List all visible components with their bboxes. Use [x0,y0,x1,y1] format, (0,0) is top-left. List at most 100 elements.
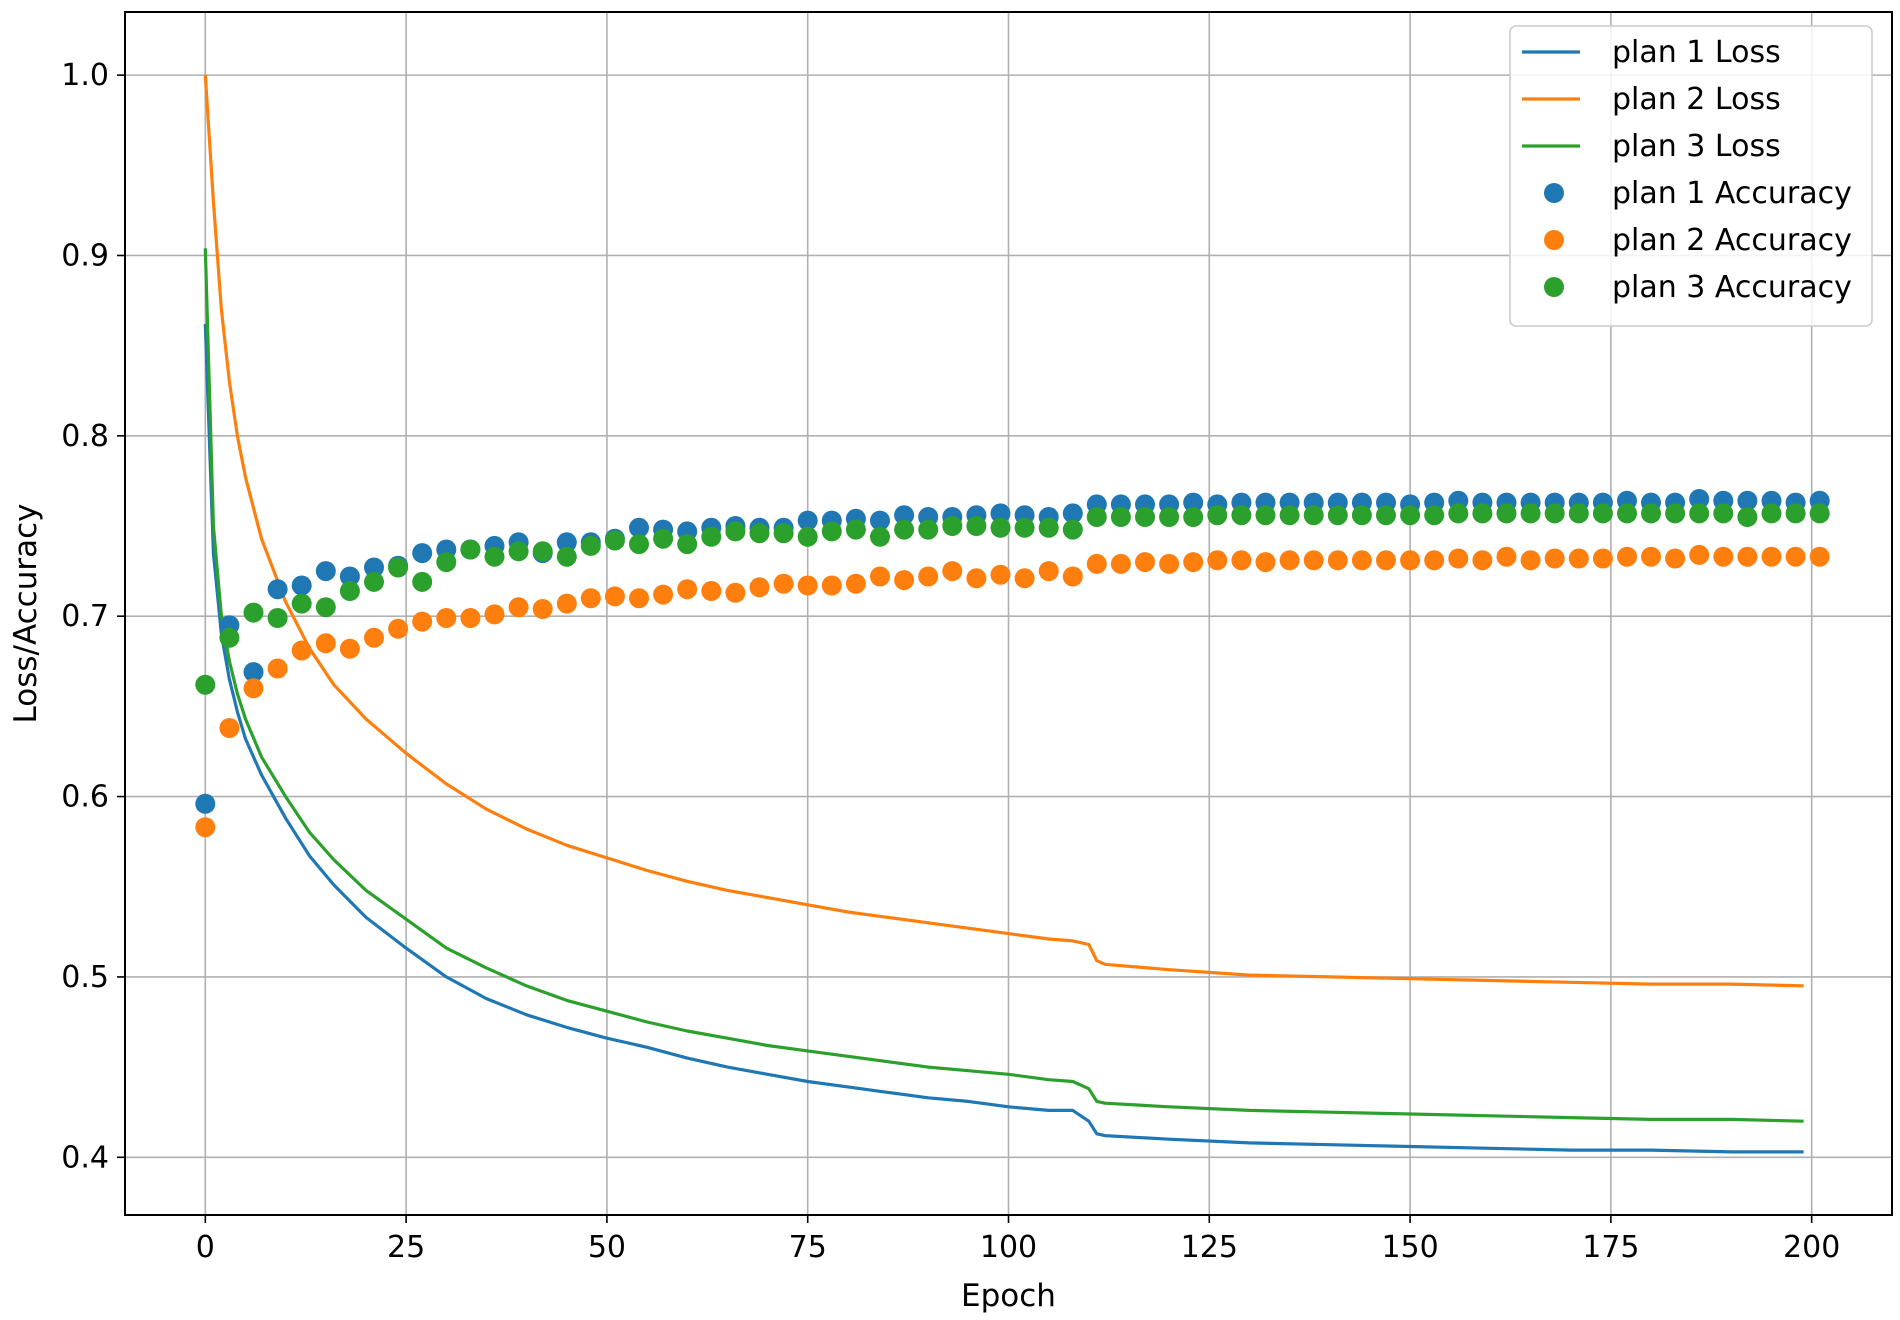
plan-2-accuracy-point [1785,546,1806,567]
plan-2-accuracy-point [629,588,649,609]
plan-2-accuracy-point [1592,548,1613,569]
plan-3-accuracy-point [1737,507,1758,527]
y-tick-label: 1.0 [61,58,109,93]
plan-3-accuracy-point [484,546,505,567]
plan-1-accuracy-point [412,543,433,564]
plan-3-accuracy-point [1448,503,1469,524]
x-tick-label: 175 [1582,1230,1639,1265]
plan-3-accuracy-point [1351,505,1372,526]
plan-2-accuracy-point [1014,568,1035,589]
plan-2-accuracy-point [1303,550,1324,571]
plan-3-accuracy-point [1544,503,1565,524]
plan-3-accuracy-points [195,503,1830,695]
plan-2-accuracy-point [1327,550,1348,571]
plan-3-accuracy-point [725,521,746,542]
plan-2-accuracy-point [508,597,529,618]
plan-2-accuracy-point [1568,548,1589,569]
plan-3-accuracy-point [339,581,360,601]
plan-3-accuracy-point [1327,505,1348,526]
plan-2-accuracy-point [1376,550,1396,571]
plan-1-accuracy-point [267,579,288,600]
plan-2-accuracy-point [701,581,722,601]
plan-3-accuracy-point [653,528,674,549]
plan-2-accuracy-point [1351,550,1372,571]
plan-3-accuracy-point [315,597,336,618]
plan-2-accuracy-points [195,544,1830,838]
plan-3-accuracy-point [1110,507,1131,527]
plan-3-accuracy-point [870,526,890,547]
y-tick-label: 0.4 [61,1140,109,1175]
plan-3-accuracy-point [1014,517,1035,538]
plan-3-accuracy-point [1809,503,1830,524]
plan-1-accuracy-point [894,505,915,526]
plan-3-loss-line [203,248,1804,1123]
plan-1-accuracy-point [364,557,384,578]
x-tick-label: 125 [1181,1230,1238,1265]
plan-3-accuracy-point [1400,505,1421,526]
plan-2-accuracy-point [677,579,698,600]
plan-3-accuracy-point [821,521,842,542]
x-tick-label: 150 [1381,1230,1438,1265]
plan-3-accuracy-point [918,519,939,540]
plan-2-accuracy-point [195,817,216,838]
plan-3-accuracy-point [1159,507,1180,527]
plan-2-accuracy-point [1448,548,1469,569]
ticks-layer: 0 25 50 75 100 125 150 175 200 0.4 0.5 0.6 0.7 0.8 0.9… [61,58,1840,1265]
x-axis-label: Epoch [961,1278,1056,1314]
y-tick-label: 0.5 [61,960,109,995]
plan-2-accuracy-point [267,658,288,679]
plan-3-accuracy-point [1617,503,1637,524]
plan-2-accuracy-point [1641,546,1661,567]
x-tick-label: 50 [588,1230,626,1265]
legend-label-plan-2-accuracy: plan 2 Accuracy [1612,223,1852,258]
plan-3-accuracy-point [195,674,216,695]
plan-3-accuracy-point [508,541,529,562]
y-tick-label: 0.8 [61,419,109,454]
plan-2-accuracy-point [532,599,553,619]
plan-2-accuracy-point [1617,546,1637,567]
plan-1-accuracy-point [1689,489,1710,509]
x-tick-label: 100 [980,1230,1037,1265]
plan-3-accuracy-point [1279,505,1300,526]
plan-2-accuracy-point [291,640,312,661]
plan-1-accuracy-point [870,510,890,531]
plan-3-accuracy-point [604,530,625,551]
plan-2-accuracy-point [412,611,433,632]
plan-2-accuracy-point [364,627,384,648]
plan-2-accuracy-point [1400,550,1421,571]
plan-3-accuracy-point [701,526,722,547]
legend-label-plan-1-accuracy: plan 1 Accuracy [1612,176,1852,211]
plan-2-accuracy-point [1279,550,1300,571]
plan-2-accuracy-point [773,573,794,594]
plan-3-accuracy-point [797,526,818,547]
plan-3-accuracy-point [412,571,433,592]
x-tick-label: 25 [387,1230,425,1265]
plan-3-accuracy-point [942,516,963,536]
plan-1-accuracy-point [291,575,312,596]
legend-label-plan-3-loss: plan 3 Loss [1612,129,1781,164]
plan-2-accuracy-point [1424,550,1445,571]
plan-2-accuracy-point [1086,553,1107,574]
plan-3-accuracy-point [1713,503,1734,524]
plan-2-accuracy-point [870,566,890,587]
plan-2-accuracy-point [1231,550,1252,571]
plan-2-accuracy-point [749,577,770,598]
plan-2-accuracy-point [1496,546,1517,567]
plan-3-accuracy-point [291,593,312,614]
plan-3-accuracy-point [1472,503,1493,524]
plan-3-accuracy-point [1062,519,1083,540]
plan-2-accuracy-point [1809,546,1830,567]
plan-2-accuracy-point [894,570,915,591]
plan-3-accuracy-point [1761,503,1782,524]
legend-label-plan-3-accuracy: plan 3 Accuracy [1612,270,1852,305]
plan-3-accuracy-point [1785,503,1806,524]
legend-swatch-plan-1-accuracy [1544,183,1564,203]
plan-3-accuracy-point [1641,503,1661,524]
plan-3-accuracy-point [1135,507,1155,527]
plan-3-accuracy-point [219,627,240,648]
plan-2-accuracy-point [942,561,963,582]
plan-1-accuracy-point [195,793,216,814]
plan-2-accuracy-point [1135,552,1155,573]
plan-3-accuracy-point [1255,505,1276,526]
